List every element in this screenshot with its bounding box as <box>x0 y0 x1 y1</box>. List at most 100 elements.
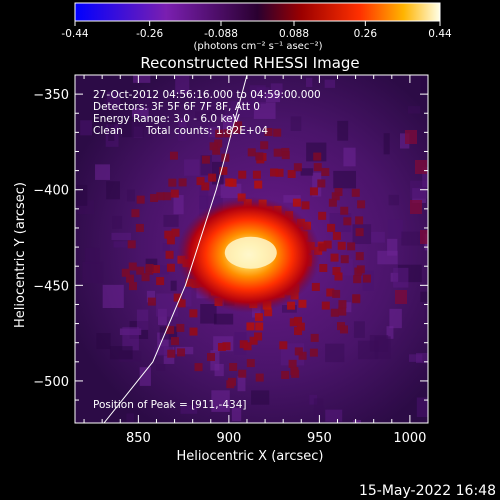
background-pixel <box>200 155 212 176</box>
y-axis-label: Heliocentric Y (arcsec) <box>13 182 28 328</box>
flare-pixel <box>228 178 237 187</box>
flare-pixel <box>166 263 175 272</box>
flare-pixel <box>294 347 303 356</box>
flare-pixel <box>334 272 343 281</box>
background-pixel <box>415 352 428 364</box>
flare-pixel <box>311 282 320 291</box>
flare-pixel <box>270 168 279 177</box>
flare-pixel <box>287 169 296 178</box>
background-pixel <box>387 219 403 239</box>
flare-pixel <box>293 163 302 172</box>
flare-pixel <box>232 125 241 134</box>
flare-pixel <box>318 243 327 252</box>
flare-pixel <box>127 240 136 249</box>
flare-pixel <box>355 216 364 225</box>
background-pixel <box>383 133 390 155</box>
flare-pixel <box>332 231 341 240</box>
background-pixel <box>75 184 88 206</box>
background-pixel <box>388 194 400 206</box>
background-pixel <box>154 346 173 357</box>
y-tick-label: −400 <box>33 184 69 199</box>
flare-pixel <box>353 275 362 284</box>
flare-pixel <box>326 288 335 297</box>
flare-pixel <box>226 380 235 389</box>
background-pixel <box>157 265 170 275</box>
flare-pixel <box>169 151 178 160</box>
flare-pixel <box>246 359 255 368</box>
flare-pixel <box>338 307 347 316</box>
flare-pixel <box>164 230 173 239</box>
background-pixel <box>387 238 398 256</box>
flare-pixel <box>214 139 223 148</box>
background-pixel <box>410 200 422 214</box>
flare-pixel <box>166 325 175 334</box>
background-pixel <box>108 121 115 141</box>
background-pixel <box>163 214 179 227</box>
flare-pixel <box>126 274 135 283</box>
background-pixel <box>178 118 187 128</box>
flare-pixel <box>151 265 160 274</box>
flare-pixel <box>318 211 327 220</box>
background-pixel <box>109 346 133 360</box>
colorbar-tick-label: -0.26 <box>136 28 163 40</box>
flare-pixel <box>136 266 145 275</box>
background-pixel <box>184 159 200 176</box>
info-energy-range: Energy Range: 3.0 - 6.0 keV <box>93 113 241 125</box>
peak-position-label: Position of Peak = [911,-434] <box>93 399 247 411</box>
x-axis: 850 900 950 1000 <box>83 75 429 446</box>
flare-pixel <box>298 351 307 360</box>
flare-pixel <box>229 362 238 371</box>
background-pixel <box>251 390 270 405</box>
flare-pixel <box>281 151 290 160</box>
flare-pixel <box>141 273 150 282</box>
image-area <box>75 75 428 423</box>
flare-pixel <box>273 128 282 137</box>
flare-pixel <box>247 148 256 157</box>
flare-pixel <box>357 200 366 209</box>
flare-pixel <box>178 178 187 187</box>
background-pixel <box>175 75 190 95</box>
background-pixel <box>300 168 314 176</box>
colorbar-tick-label: 0.44 <box>428 28 452 40</box>
flare-pixel <box>332 289 341 298</box>
background-pixel <box>145 258 158 266</box>
flare-pixel <box>135 223 144 232</box>
flare-pixel <box>298 299 307 308</box>
y-tick-label: −350 <box>33 88 69 103</box>
colorbar-tick-label: -0.088 <box>204 28 238 40</box>
background-pixel <box>389 308 402 329</box>
info-detectors: Detectors: 3F 5F 6F 7F 8F, Att 0 <box>93 101 260 113</box>
flare-pixel <box>309 187 318 196</box>
background-pixel <box>395 290 407 304</box>
y-tick-label: −450 <box>33 279 69 294</box>
flare-pixel <box>355 252 364 261</box>
background-pixel <box>113 241 127 248</box>
background-pixel <box>131 121 153 140</box>
flare-pixel <box>163 192 172 201</box>
flare-pixel <box>168 178 177 187</box>
flare-pixel <box>131 209 140 218</box>
background-pixel <box>283 195 301 203</box>
background-pixel <box>200 304 217 324</box>
flare-pixel <box>252 170 261 179</box>
flare-pixel <box>337 241 346 250</box>
background-pixel <box>111 232 132 241</box>
flare-pixel <box>173 293 182 302</box>
flare-pixel <box>223 129 232 138</box>
flare-pixel <box>234 121 243 130</box>
flare-pixel <box>321 167 330 176</box>
flare-pixel <box>249 336 258 345</box>
background-pixel <box>211 390 230 412</box>
flare-pixel <box>201 182 210 191</box>
flare-pixel <box>189 309 198 318</box>
flare-pixel <box>255 373 264 382</box>
flare-pixel <box>354 267 363 276</box>
background-pixel <box>178 129 187 141</box>
flare-pixel <box>334 187 343 196</box>
flare-pixel <box>176 323 185 332</box>
background-pixel <box>173 195 184 215</box>
flare-pixel <box>288 359 297 368</box>
x-tick-label: 1000 <box>393 431 426 446</box>
background-pixel <box>415 160 427 174</box>
